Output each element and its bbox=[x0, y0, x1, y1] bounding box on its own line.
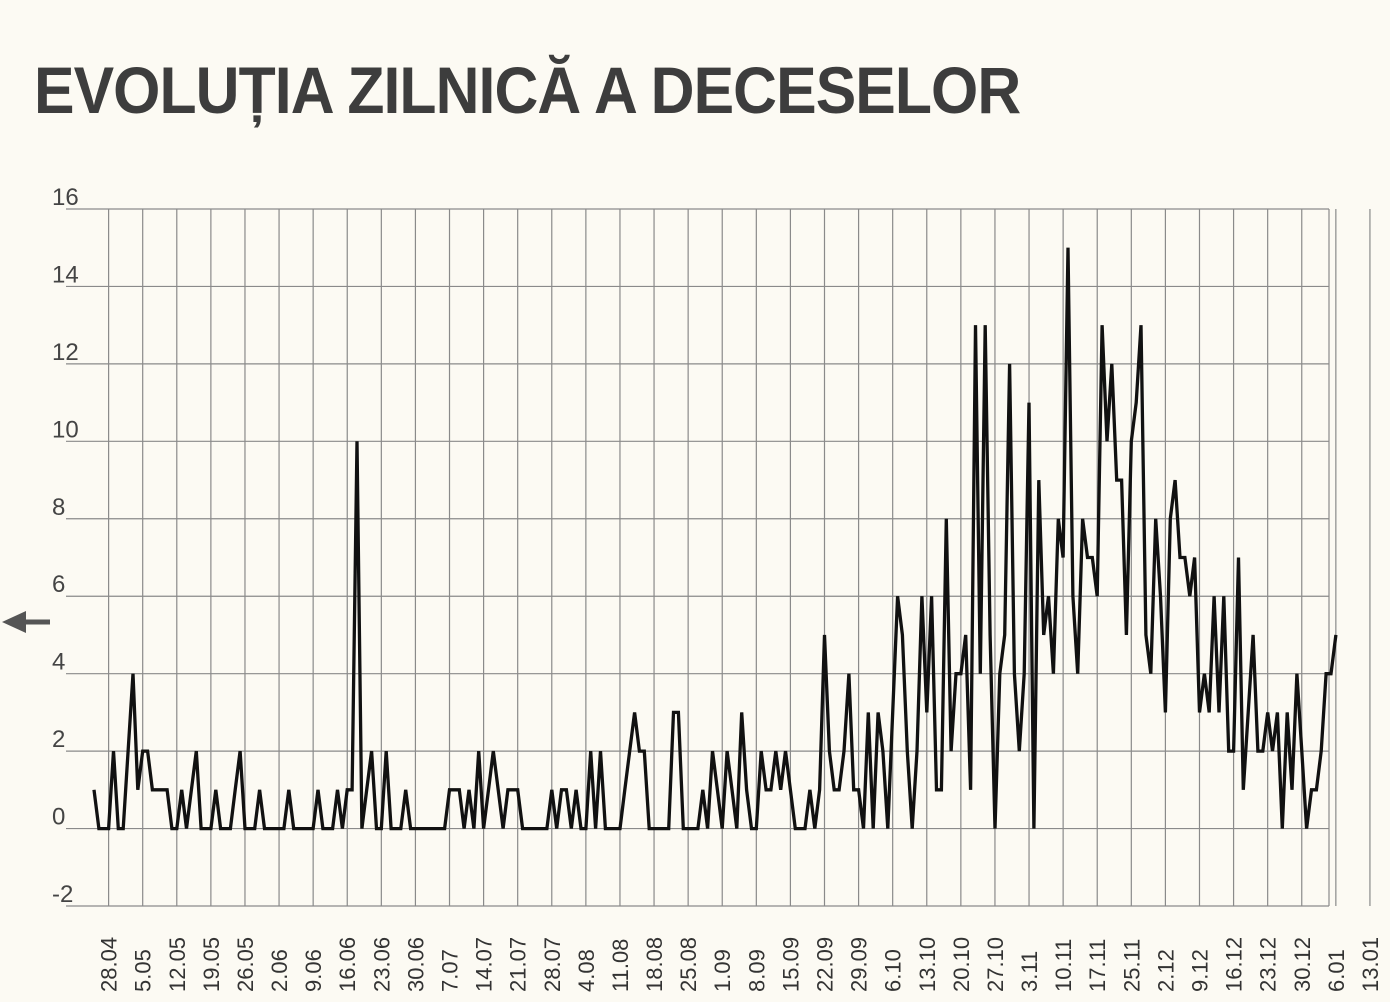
x-tick-label: 19.05 bbox=[199, 937, 224, 992]
x-tick-label: 14.07 bbox=[472, 937, 497, 992]
x-tick-label: 23.12 bbox=[1256, 937, 1281, 992]
y-tick-label: 4 bbox=[52, 649, 65, 676]
x-tick-label: 15.09 bbox=[778, 937, 803, 992]
x-tick-label: 27.10 bbox=[983, 937, 1008, 992]
x-tick-label: 16.12 bbox=[1222, 937, 1247, 992]
series-layer bbox=[92, 247, 1338, 831]
x-tick-label: 25.08 bbox=[676, 937, 701, 992]
x-tick-label: 13.01 bbox=[1358, 937, 1383, 992]
x-tick-label: 20.10 bbox=[949, 937, 974, 992]
x-tick-label: 13.10 bbox=[915, 937, 940, 992]
x-tick-label: 8.09 bbox=[744, 949, 769, 992]
grid-lines bbox=[66, 208, 1371, 907]
x-tick-label: 4.08 bbox=[574, 949, 599, 992]
x-tick-label: 2.06 bbox=[267, 949, 292, 992]
y-tick-label: -2 bbox=[52, 881, 73, 908]
x-tick-label: 12.05 bbox=[165, 937, 190, 992]
y-tick-label: 16 bbox=[52, 184, 79, 211]
x-tick-label: 28.07 bbox=[540, 937, 565, 992]
x-tick-label: 6.10 bbox=[881, 949, 906, 992]
x-tick-label: 26.05 bbox=[233, 937, 258, 992]
y-tick-label: 0 bbox=[52, 804, 65, 831]
y-tick-label: 8 bbox=[52, 494, 65, 521]
x-tick-label: 30.06 bbox=[403, 937, 428, 992]
x-tick-label: 3.11 bbox=[1017, 951, 1042, 992]
y-tick-label: 6 bbox=[52, 571, 65, 598]
x-tick-label: 16.06 bbox=[335, 937, 360, 992]
y-tick-label: 12 bbox=[52, 339, 79, 366]
x-tick-label: 2.12 bbox=[1153, 949, 1178, 992]
x-tick-label: 9.12 bbox=[1187, 949, 1212, 992]
x-tick-label: 18.08 bbox=[642, 937, 667, 992]
y-tick-label: 10 bbox=[52, 416, 79, 443]
x-axis-ticks: 28.04 5.05 12.05 19.05 26.05 2.06 9.06 16.06 23.… bbox=[97, 937, 1383, 992]
y-tick-label: 14 bbox=[52, 261, 79, 288]
x-tick-label: 25.11 bbox=[1119, 939, 1144, 992]
x-tick-label: 9.06 bbox=[301, 949, 326, 992]
y-tick-label: 2 bbox=[52, 726, 65, 753]
x-tick-label: 28.04 bbox=[97, 937, 122, 992]
chart-title: EVOLUȚIA ZILNICĂ A DECESELOR bbox=[34, 53, 1021, 127]
x-tick-label: 6.01 bbox=[1324, 949, 1349, 992]
y-axis-ticks: -2 0 2 4 6 8 10 12 14 16 bbox=[52, 184, 79, 908]
x-tick-label: 29.09 bbox=[847, 937, 872, 992]
x-tick-label: 22.09 bbox=[813, 937, 838, 992]
x-tick-label: 5.05 bbox=[131, 949, 156, 992]
x-tick-label: 7.07 bbox=[438, 949, 463, 992]
series-line bbox=[92, 247, 1338, 831]
x-tick-label: 10.11 bbox=[1051, 939, 1076, 992]
x-tick-label: 11.08 bbox=[608, 939, 633, 992]
x-tick-label: 21.07 bbox=[506, 937, 531, 992]
x-tick-label: 30.12 bbox=[1290, 937, 1315, 992]
x-tick-label: 17.11 bbox=[1085, 939, 1110, 992]
arrow-left-icon[interactable] bbox=[0, 606, 52, 638]
x-tick-label: 1.09 bbox=[710, 949, 735, 992]
x-tick-label: 23.06 bbox=[369, 937, 394, 992]
